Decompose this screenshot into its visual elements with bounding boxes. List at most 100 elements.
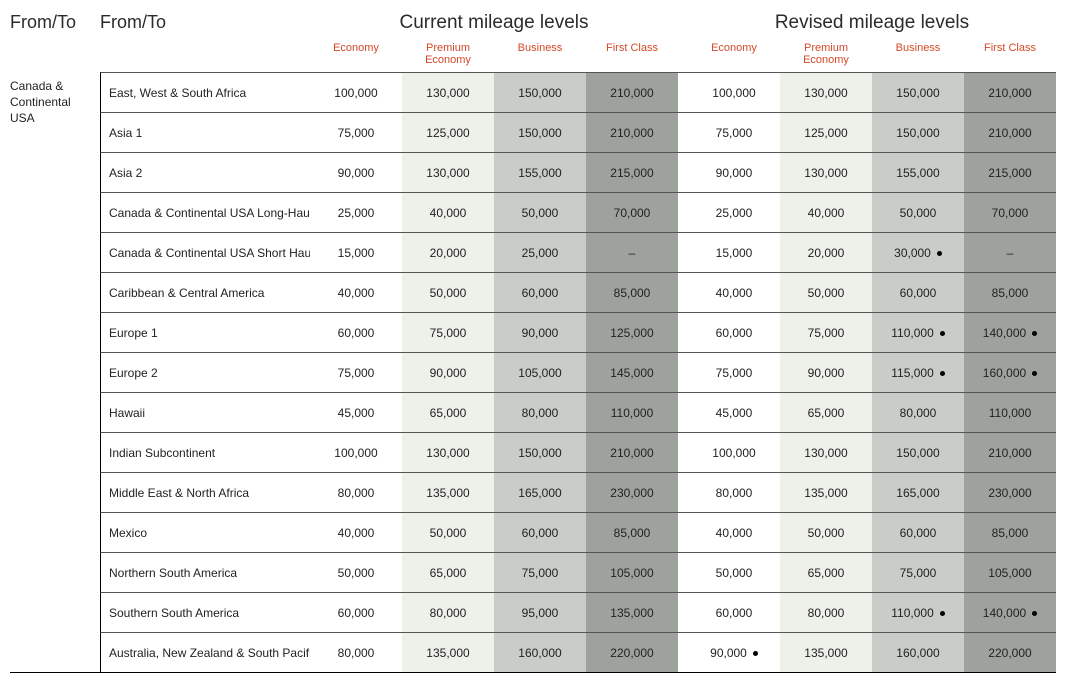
cell-current-premium_economy-5: 50,000 — [402, 272, 494, 312]
cell-value: 75,000 — [522, 566, 559, 580]
cell-value: 75,000 — [338, 366, 375, 380]
cell-revised-economy-10: 80,000 — [688, 472, 780, 512]
cell-value: 90,000 — [522, 326, 559, 340]
cell-current-premium_economy-4: 20,000 — [402, 232, 494, 272]
cell-value: 15,000 — [338, 246, 375, 260]
cell-value: 90,000 — [716, 166, 753, 180]
row-label-0: East, West & South Africa — [100, 72, 310, 112]
cell-current-economy-14: 80,000 — [310, 632, 402, 672]
row-gap-2 — [678, 152, 688, 192]
cell-value: 100,000 — [712, 446, 755, 460]
cell-value: 50,000 — [338, 566, 375, 580]
cell-revised-premium_economy-7: 90,000 — [780, 352, 872, 392]
cell-revised-economy-13: 60,000 — [688, 592, 780, 632]
cell-revised-premium_economy-4: 20,000 — [780, 232, 872, 272]
cell-revised-premium_economy-1: 125,000 — [780, 112, 872, 152]
cell-value: 135,000 — [610, 606, 653, 620]
cell-value: 135,000 — [804, 646, 847, 660]
cell-current-economy-10: 80,000 — [310, 472, 402, 512]
cell-current-economy-8: 45,000 — [310, 392, 402, 432]
cell-value: 75,000 — [338, 126, 375, 140]
cell-value: 80,000 — [338, 646, 375, 660]
cell-value: 130,000 — [804, 86, 847, 100]
cell-value: 25,000 — [338, 206, 375, 220]
cell-current-premium_economy-9: 130,000 — [402, 432, 494, 472]
origin-label: Canada & Continental USA — [10, 72, 100, 672]
row-gap-4 — [678, 232, 688, 272]
cell-value: 20,000 — [808, 246, 845, 260]
cell-revised-economy-12: 50,000 — [688, 552, 780, 592]
cell-value: 85,000 — [614, 526, 651, 540]
row-label-3: Canada & Continental USA Long-Haul — [100, 192, 310, 232]
row-label-12: Northern South America — [100, 552, 310, 592]
cell-value: 210,000 — [988, 126, 1031, 140]
cell-revised-premium_economy-9: 130,000 — [780, 432, 872, 472]
cell-revised-business-11: 60,000 — [872, 512, 964, 552]
cell-value: 40,000 — [808, 206, 845, 220]
cell-revised-business-2: 155,000 — [872, 152, 964, 192]
cell-current-economy-3: 25,000 — [310, 192, 402, 232]
cell-value: 65,000 — [808, 566, 845, 580]
cell-value: 155,000 — [896, 166, 939, 180]
row-label-2: Asia 2 — [100, 152, 310, 192]
cell-revised-first_class-2: 215,000 — [964, 152, 1056, 192]
row-label-9: Indian Subcontinent — [100, 432, 310, 472]
cell-current-first_class-10: 230,000 — [586, 472, 678, 512]
cell-value: 40,000 — [338, 526, 375, 540]
cell-value: 65,000 — [808, 406, 845, 420]
cell-value: 40,000 — [716, 286, 753, 300]
cell-value: 150,000 — [896, 86, 939, 100]
row-gap-12 — [678, 552, 688, 592]
cell-revised-premium_economy-5: 50,000 — [780, 272, 872, 312]
cell-revised-premium_economy-14: 135,000 — [780, 632, 872, 672]
cell-current-business-13: 95,000 — [494, 592, 586, 632]
subheader-blank-2 — [100, 40, 310, 72]
cell-current-premium_economy-1: 125,000 — [402, 112, 494, 152]
cell-current-premium_economy-14: 135,000 — [402, 632, 494, 672]
cell-revised-business-10: 165,000 — [872, 472, 964, 512]
cell-current-first_class-3: 70,000 — [586, 192, 678, 232]
cell-revised-first_class-6: 140,000 — [964, 312, 1056, 352]
cell-value: 100,000 — [334, 446, 377, 460]
cell-current-first_class-6: 125,000 — [586, 312, 678, 352]
cell-revised-first_class-12: 105,000 — [964, 552, 1056, 592]
cell-revised-premium_economy-0: 130,000 — [780, 72, 872, 112]
cell-current-business-11: 60,000 — [494, 512, 586, 552]
cell-revised-economy-6: 60,000 — [688, 312, 780, 352]
cell-value: 210,000 — [610, 446, 653, 460]
cell-value: 130,000 — [426, 446, 469, 460]
cell-revised-business-13: 110,000 — [872, 592, 964, 632]
cell-value: 95,000 — [522, 606, 559, 620]
cell-value: 90,000 — [710, 646, 758, 660]
cell-value: 80,000 — [430, 606, 467, 620]
cell-value: 50,000 — [808, 286, 845, 300]
cell-current-economy-7: 75,000 — [310, 352, 402, 392]
cell-value: 70,000 — [614, 206, 651, 220]
cell-revised-business-0: 150,000 — [872, 72, 964, 112]
cell-revised-premium_economy-8: 65,000 — [780, 392, 872, 432]
cell-revised-first_class-0: 210,000 — [964, 72, 1056, 112]
cell-value: 60,000 — [338, 606, 375, 620]
cell-revised-economy-4: 15,000 — [688, 232, 780, 272]
row-gap-13 — [678, 592, 688, 632]
cell-value: 130,000 — [804, 166, 847, 180]
subheader-current-0: Economy — [310, 40, 402, 72]
row-label-4: Canada & Continental USA Short Haul — [100, 232, 310, 272]
cell-value: 60,000 — [522, 526, 559, 540]
cell-revised-economy-2: 90,000 — [688, 152, 780, 192]
cell-value: 125,000 — [426, 126, 469, 140]
cell-current-economy-13: 60,000 — [310, 592, 402, 632]
cell-current-first_class-9: 210,000 — [586, 432, 678, 472]
cell-current-first_class-13: 135,000 — [586, 592, 678, 632]
cell-value: 50,000 — [808, 526, 845, 540]
cell-current-business-8: 80,000 — [494, 392, 586, 432]
cell-value: 80,000 — [716, 486, 753, 500]
cell-value: 220,000 — [610, 646, 653, 660]
header-group-current: Current mileage levels — [310, 8, 678, 40]
cell-value: 150,000 — [896, 446, 939, 460]
cell-current-business-14: 160,000 — [494, 632, 586, 672]
row-gap-9 — [678, 432, 688, 472]
cell-revised-economy-5: 40,000 — [688, 272, 780, 312]
cell-value: 75,000 — [808, 326, 845, 340]
cell-revised-economy-7: 75,000 — [688, 352, 780, 392]
